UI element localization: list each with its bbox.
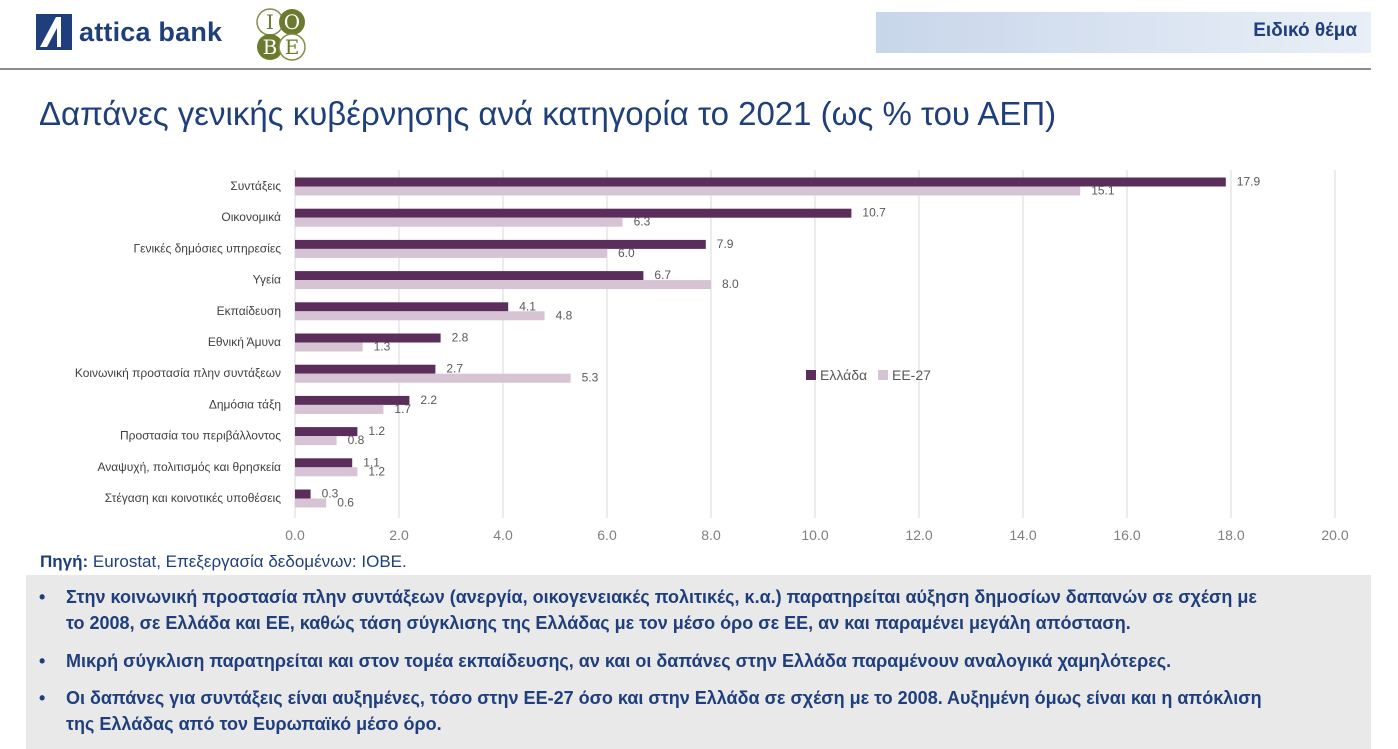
data-label: 4.1 — [519, 299, 536, 313]
source-text: Eurostat, Επεξεργασία δεδομένων: ΙΟΒΕ. — [92, 552, 407, 571]
data-label: 1.2 — [368, 424, 385, 438]
x-tick-label: 10.0 — [801, 527, 828, 543]
page-title: Δαπάνες γενικής κυβέρνησης ανά κατηγορία… — [39, 95, 1057, 132]
data-label: 1.3 — [374, 340, 391, 354]
x-tick-label: 6.0 — [597, 527, 617, 543]
data-label: 4.8 — [556, 308, 573, 322]
bullet-icon: • — [39, 688, 46, 708]
notes-panel: • Στην κοινωνική προστασία πλην συντάξεω… — [26, 575, 1371, 749]
legend-swatch — [878, 370, 888, 380]
bar-eu27 — [295, 342, 363, 352]
data-label: 0.8 — [348, 433, 365, 447]
bullet-icon: • — [39, 651, 46, 671]
iobe-letter-b: B — [263, 35, 278, 59]
expenditure-bar-chart: 0.0 2.0 4.0 6.0 8.0 10.0 12.0 14.0 16.0 18.0 20.0 Σ… — [75, 170, 1349, 543]
data-label: 2.2 — [420, 393, 437, 407]
category-label: Αναψυχή, πολιτισμός και θρησκεία — [97, 460, 281, 474]
bar-eu27 — [295, 436, 337, 446]
attica-bank-logo: attica bank — [36, 14, 222, 50]
data-label: 7.9 — [717, 237, 734, 251]
category-label: Οικονομικά — [221, 210, 281, 224]
category-label: Εκπαίδευση — [217, 304, 281, 318]
legend-swatch — [806, 370, 816, 380]
bar-greece — [295, 395, 410, 405]
special-topic-label: Ειδικό θέμα — [1253, 20, 1357, 41]
data-label: 1.2 — [368, 464, 385, 478]
iobe-letter-o: O — [284, 10, 300, 34]
bar-greece — [295, 489, 311, 499]
bar-greece — [295, 302, 509, 312]
data-label: 1.7 — [394, 402, 411, 416]
bar-eu27 — [295, 248, 607, 258]
x-tick-label: 12.0 — [905, 527, 932, 543]
note-line: Μικρή σύγκλιση παρατηρείται και στον τομ… — [66, 651, 1172, 671]
note-line: το 2008, σε Ελλάδα και ΕΕ, καθώς τάση σύ… — [66, 613, 1131, 633]
data-label: 15.1 — [1091, 184, 1115, 198]
note-item: • Στην κοινωνική προστασία πλην συντάξεω… — [39, 584, 1257, 636]
category-label: Δημόσια τάξη — [209, 397, 281, 411]
bar-greece — [295, 364, 436, 374]
bar-greece — [295, 427, 358, 437]
note-item: • Μικρή σύγκλιση παρατηρείται και στον τ… — [39, 648, 1172, 674]
data-label: 0.6 — [337, 496, 354, 510]
bar-eu27 — [295, 217, 623, 227]
x-tick-label: 8.0 — [701, 527, 721, 543]
iobe-logo: I O B E — [252, 8, 310, 62]
bar-eu27 — [295, 498, 327, 508]
category-label: Γενικές δημόσιες υπηρεσίες — [134, 241, 282, 255]
data-label: 1.1 — [363, 455, 380, 469]
data-label: 6.0 — [618, 246, 635, 260]
bar-greece — [295, 458, 353, 468]
note-line: της Ελλάδας από τον Ευρωπαϊκό μέσο όρο. — [66, 714, 442, 734]
x-tick-label: 2.0 — [389, 527, 409, 543]
source-note: Πηγή: Eurostat, Επεξεργασία δεδομένων: Ι… — [40, 552, 407, 572]
category-label: Προστασία του περιβάλλοντος — [120, 429, 281, 443]
x-tick-label: 18.0 — [1217, 527, 1244, 543]
bar-eu27 — [295, 186, 1081, 196]
bar-greece — [295, 239, 706, 249]
note-line: Στην κοινωνική προστασία πλην συντάξεων … — [66, 587, 1257, 607]
bar-eu27 — [295, 311, 545, 321]
bar-greece — [295, 271, 644, 281]
x-tick-label: 0.0 — [285, 527, 305, 543]
category-label: Συντάξεις — [230, 179, 281, 193]
data-label: 2.8 — [452, 331, 469, 345]
bar-eu27 — [295, 467, 358, 477]
bullet-icon: • — [39, 587, 46, 607]
special-topic-banner: Ειδικό θέμα — [876, 12, 1371, 53]
data-label: 17.9 — [1237, 175, 1261, 189]
data-label: 0.3 — [322, 487, 339, 501]
data-label: 6.3 — [634, 215, 651, 229]
x-tick-label: 14.0 — [1009, 527, 1036, 543]
data-label: 6.7 — [654, 268, 671, 282]
x-tick-label: 4.0 — [493, 527, 513, 543]
category-label: Κοινωνική προστασία πλην συντάξεων — [75, 366, 281, 380]
brand-name: attica bank — [79, 16, 223, 47]
bar-eu27 — [295, 404, 384, 414]
legend-label: Ελλάδα — [820, 367, 867, 383]
header-divider — [0, 68, 1371, 70]
data-label: 8.0 — [722, 277, 739, 291]
x-tick-label: 20.0 — [1321, 527, 1348, 543]
legend-label: ΕΕ-27 — [892, 367, 931, 383]
data-label: 2.7 — [446, 362, 463, 376]
data-label: 5.3 — [582, 371, 599, 385]
category-label: Υγεία — [253, 273, 281, 287]
bar-greece — [295, 333, 441, 343]
iobe-letter-i: I — [266, 10, 274, 34]
iobe-letter-e: E — [285, 35, 300, 59]
category-label: Εθνική Άμυνα — [208, 335, 281, 349]
bar-eu27 — [295, 280, 711, 290]
note-line: Οι δαπάνες για συντάξεις είναι αυξημένες… — [66, 688, 1262, 708]
bar-greece — [295, 177, 1226, 187]
attica-logo-icon — [36, 14, 72, 50]
note-item: • Οι δαπάνες για συντάξεις είναι αυξημέν… — [39, 685, 1262, 737]
source-label: Πηγή: — [40, 552, 89, 571]
bar-eu27 — [295, 373, 571, 383]
x-tick-label: 16.0 — [1113, 527, 1140, 543]
bar-greece — [295, 208, 852, 218]
data-label: 10.7 — [862, 206, 886, 220]
category-label: Στέγαση και κοινοτικές υποθέσεις — [105, 491, 281, 505]
